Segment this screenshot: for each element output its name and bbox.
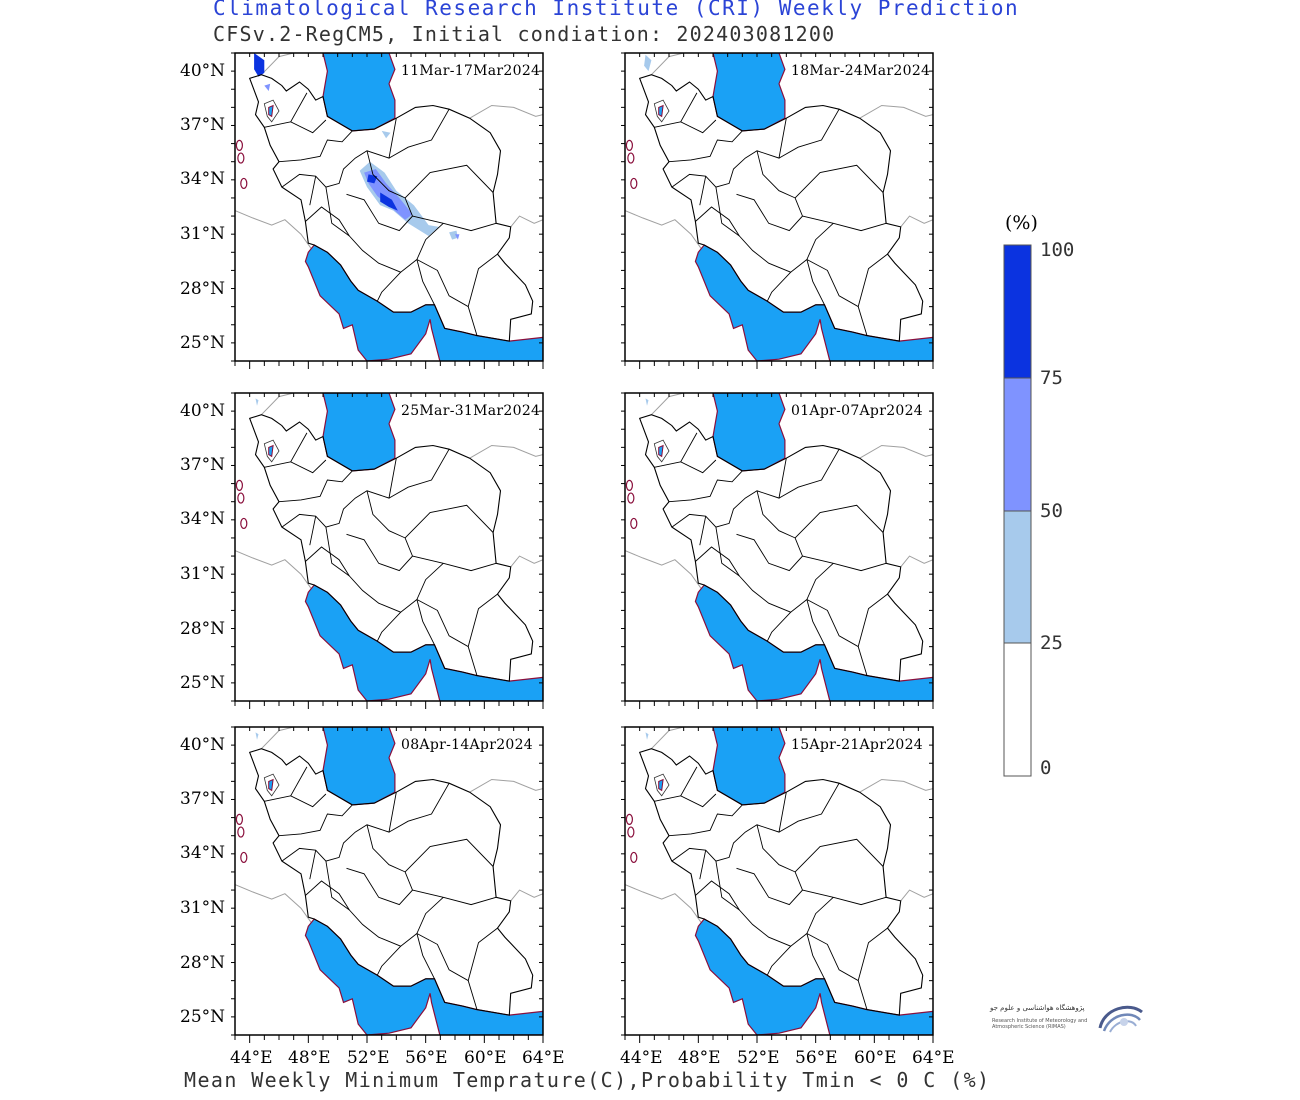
logo-text-en: Research Institute of Meteorology and At… (992, 1018, 1088, 1030)
frost-probability-area (364, 169, 413, 220)
period-label: 18Mar-24Mar2024 (791, 63, 931, 79)
page-title: Climatological Research Institute (CRI) … (213, 0, 1020, 20)
frost-probability-area (449, 230, 458, 240)
latitude-tick-label: 34°N (180, 169, 226, 189)
latitude-tick-label: 40°N (180, 61, 226, 81)
latitude-tick-label: 37°N (180, 455, 226, 475)
latitude-tick-label: 34°N (180, 509, 226, 529)
logo-text-fa: پژوهشگاه هواشناسی و علوم جو (990, 1004, 1085, 1012)
latitude-tick-label: 37°N (180, 789, 226, 809)
map-panel: 25Mar-31Mar2024 40°N 37°N 34°N 31°N 28°N 25°N (180, 392, 544, 709)
legend-swatch (1003, 244, 1032, 379)
frost-probability-area (381, 130, 391, 139)
legend-label-100: 100 (1040, 239, 1075, 261)
latitude-tick-label: 31°N (180, 224, 226, 244)
longitude-tick-label: 48°E (288, 1048, 331, 1068)
map-panel: 11Mar-17Mar2024 40°N 37°N 34°N 31°N 28°N 25°N (180, 52, 544, 369)
map-canvas (621, 726, 934, 1043)
longitude-tick-label: 52°E (737, 1048, 780, 1068)
legend-label-50: 50 (1040, 500, 1063, 522)
map-canvas (231, 52, 544, 369)
longitude-tick-label: 64°E (912, 1048, 955, 1068)
map-canvas (231, 726, 544, 1043)
map-canvas (621, 52, 934, 369)
country-outline (638, 748, 924, 1016)
period-label: 08Apr-14Apr2024 (401, 737, 534, 753)
longitude-tick-label: 48°E (678, 1048, 721, 1068)
frost-probability-area (254, 53, 265, 77)
legend-label-25: 25 (1040, 632, 1063, 654)
footer-caption: Mean Weekly Minimum Temprature(C),Probab… (184, 1068, 991, 1092)
map-panel: 08Apr-14Apr2024 40°N 37°N 34°N 31°N 28°N 25°N 4… (180, 726, 565, 1068)
country-outline (248, 748, 534, 1016)
map-canvas (621, 392, 934, 709)
frost-probability-area (264, 83, 271, 91)
latitude-tick-label: 25°N (180, 1007, 226, 1027)
legend-swatch (1003, 377, 1032, 512)
longitude-tick-label: 56°E (405, 1048, 448, 1068)
legend-unit: (%) (1005, 212, 1038, 234)
frost-probability-area (645, 732, 649, 740)
longitude-tick-label: 64°E (522, 1048, 565, 1068)
latitude-tick-label: 31°N (180, 564, 226, 584)
latitude-tick-label: 25°N (180, 673, 226, 693)
frost-probability-area (255, 398, 259, 406)
period-label: 01Apr-07Apr2024 (791, 403, 924, 419)
frost-probability-area (645, 398, 649, 406)
longitude-tick-label: 52°E (347, 1048, 390, 1068)
period-label: 15Apr-21Apr2024 (791, 737, 924, 753)
map-panel: 15Apr-21Apr2024 44°E 48°E 52°E 56°E 60°E 64°E (620, 726, 955, 1068)
period-label: 25Mar-31Mar2024 (401, 403, 541, 419)
latitude-tick-label: 25°N (180, 333, 226, 353)
longitude-tick-label: 56°E (795, 1048, 838, 1068)
latitude-tick-label: 28°N (180, 279, 226, 299)
longitude-tick-label: 44°E (620, 1048, 663, 1068)
frost-probability-area (455, 234, 460, 240)
country-outline (638, 74, 924, 342)
longitude-tick-label: 60°E (464, 1048, 507, 1068)
longitude-tick-label: 60°E (854, 1048, 897, 1068)
latitude-tick-label: 37°N (180, 115, 226, 135)
country-outline (638, 414, 924, 682)
legend-swatch (1003, 510, 1032, 644)
longitude-tick-label: 44°E (230, 1048, 273, 1068)
period-label: 11Mar-17Mar2024 (401, 63, 541, 79)
map-canvas (231, 392, 544, 709)
country-outline (248, 74, 534, 342)
legend-swatch (1003, 642, 1032, 777)
latitude-tick-label: 34°N (180, 843, 226, 863)
latitude-tick-label: 28°N (180, 619, 226, 639)
frost-probability-area (644, 54, 652, 72)
country-outline (248, 414, 534, 682)
map-panel: 18Mar-24Mar2024 (621, 52, 934, 369)
latitude-tick-label: 28°N (180, 953, 226, 973)
institute-logo: پژوهشگاه هواشناسی و علوم جو Research Ins… (990, 998, 1150, 1040)
swirl-logo-icon (1098, 1005, 1143, 1033)
legend-label-0: 0 (1040, 757, 1052, 779)
map-panel: 01Apr-07Apr2024 (621, 392, 934, 709)
latitude-tick-label: 40°N (180, 401, 226, 421)
legend-label-75: 75 (1040, 367, 1063, 389)
page-subtitle: CFSv.2-RegCM5, Initial condiation: 20240… (213, 22, 836, 46)
latitude-tick-label: 40°N (180, 735, 226, 755)
frost-probability-area (380, 192, 398, 211)
frost-probability-area (255, 732, 259, 740)
latitude-tick-label: 31°N (180, 898, 226, 918)
